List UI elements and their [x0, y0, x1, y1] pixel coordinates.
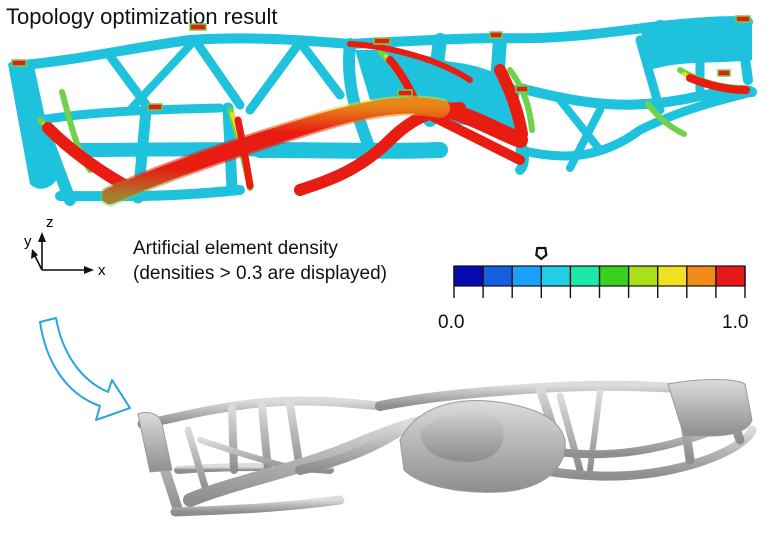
- front-node: [137, 411, 173, 473]
- colorbar-cell: [454, 266, 484, 286]
- z-axis-arrowhead: [38, 232, 46, 242]
- z-axis-label: z: [46, 214, 54, 231]
- frame-panels-cyan: [8, 20, 752, 189]
- density-legend: Artificial element density (densities > …: [133, 236, 387, 286]
- colorbar-cell: [715, 266, 746, 286]
- legend-line-2: (densities > 0.3 are displayed): [133, 263, 388, 284]
- colorbar-cell: [512, 266, 542, 286]
- colorbar-cell: [628, 266, 659, 286]
- colorbar-cell: [686, 266, 717, 286]
- rear-box: [667, 379, 753, 437]
- threshold-marker-icon: [535, 246, 548, 261]
- attachment-pads: [11, 15, 751, 111]
- y-axis-arrowhead: [31, 249, 38, 259]
- figure-title: Topology optimization result: [6, 4, 278, 29]
- y-axis-line: [33, 253, 43, 271]
- main-diagonal-member: [100, 95, 450, 206]
- colorbar-min-label: 0.0: [438, 312, 465, 333]
- legend-line-1: Artificial element density: [133, 238, 338, 259]
- central-cavity: [420, 414, 504, 462]
- colorbar-max-label: 1.0: [722, 312, 749, 333]
- colorbar-cell: [657, 266, 688, 286]
- colorbar-cell: [570, 266, 600, 286]
- colorbar-cells: [454, 266, 746, 286]
- colorbar-cell: [541, 266, 571, 286]
- colorbar-frame: [453, 265, 746, 287]
- x-axis-arrowhead: [84, 266, 94, 274]
- x-axis-label: x: [98, 262, 106, 279]
- y-axis-label: y: [24, 233, 32, 250]
- colorbar-cell: [483, 266, 513, 286]
- colorbar-cell: [599, 266, 630, 286]
